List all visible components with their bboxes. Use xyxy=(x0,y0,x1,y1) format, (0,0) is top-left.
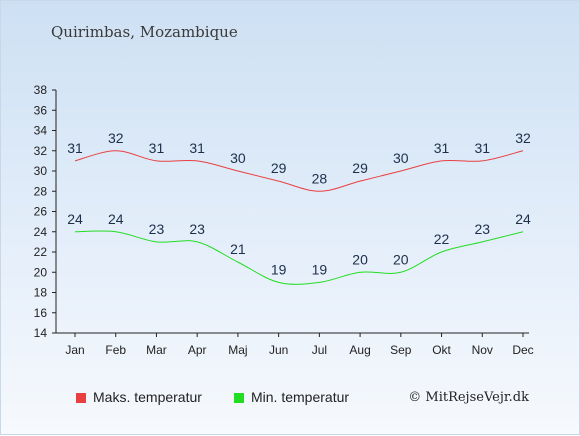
y-tick-label: 24 xyxy=(34,225,48,239)
data-label-min: 24 xyxy=(67,211,83,227)
x-tick-label: Feb xyxy=(105,343,126,357)
x-tick-label: Apr xyxy=(188,343,207,357)
y-tick-label: 26 xyxy=(34,205,48,219)
series-line-min xyxy=(74,230,524,285)
data-label-max: 32 xyxy=(108,130,124,146)
y-tick-label: 34 xyxy=(34,124,48,138)
data-label-max: 32 xyxy=(515,130,531,146)
x-tick-label: Nov xyxy=(472,343,493,357)
x-tick-label: Dec xyxy=(512,343,533,357)
y-tick-label: 38 xyxy=(34,83,48,97)
x-tick-label: Maj xyxy=(228,343,247,357)
y-tick-label: 28 xyxy=(34,184,48,198)
data-label-min: 22 xyxy=(434,231,450,247)
data-label-min: 20 xyxy=(393,251,409,267)
data-label-max: 31 xyxy=(434,140,450,156)
x-tick-label: Jul xyxy=(312,343,327,357)
legend-swatch-max xyxy=(76,393,86,403)
data-label-min: 20 xyxy=(352,251,368,267)
y-tick-label: 16 xyxy=(34,306,48,320)
data-label-min: 23 xyxy=(474,221,490,237)
data-label-min: 19 xyxy=(271,261,287,277)
data-label-max: 31 xyxy=(189,140,205,156)
y-tick-label: 22 xyxy=(34,245,48,259)
data-label-max: 31 xyxy=(474,140,490,156)
data-label-min: 23 xyxy=(149,221,165,237)
legend-label-min: Min. temperatur xyxy=(251,389,350,405)
x-tick-label: Okt xyxy=(432,343,451,357)
x-tick-label: Aug xyxy=(349,343,370,357)
data-label-max: 28 xyxy=(312,170,328,186)
legend-swatch-min xyxy=(234,393,244,403)
y-tick-label: 20 xyxy=(34,265,48,279)
y-tick-label: 36 xyxy=(34,103,48,117)
copyright: © MitRejseVejr.dk xyxy=(408,390,529,405)
x-tick-label: Mar xyxy=(146,343,167,357)
data-label-min: 24 xyxy=(108,211,124,227)
y-tick-label: 18 xyxy=(34,286,48,300)
page-title: Quirimbas, Mozambique xyxy=(51,23,238,41)
data-label-min: 23 xyxy=(189,221,205,237)
y-tick-label: 14 xyxy=(34,326,48,340)
x-tick-label: Sep xyxy=(390,343,412,357)
data-label-max: 29 xyxy=(271,160,287,176)
x-tick-label: Jan xyxy=(65,343,84,357)
data-label-min: 21 xyxy=(230,241,246,257)
data-label-max: 30 xyxy=(393,150,409,166)
data-label-min: 19 xyxy=(312,261,328,277)
data-label-max: 30 xyxy=(230,150,246,166)
y-tick-label: 30 xyxy=(34,164,48,178)
series-line-max xyxy=(74,150,524,192)
x-tick-label: Jun xyxy=(269,343,288,357)
data-label-max: 31 xyxy=(67,140,83,156)
data-label-max: 29 xyxy=(352,160,368,176)
legend-label-max: Maks. temperatur xyxy=(93,389,202,405)
data-label-max: 31 xyxy=(149,140,165,156)
y-tick-label: 32 xyxy=(34,144,48,158)
data-label-min: 24 xyxy=(515,211,531,227)
